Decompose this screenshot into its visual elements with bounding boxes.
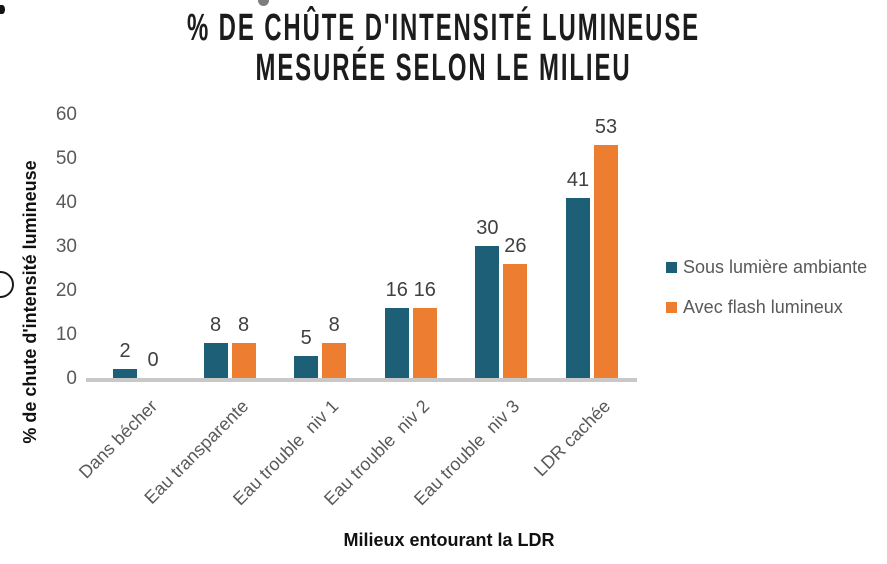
legend-swatch-avec-flash-lumineux: [666, 301, 677, 313]
chart-title: % DE CHÛTE D'INTENSITÉ LUMINEUSE MESURÉE…: [0, 8, 887, 88]
x-category-label: LDR cachée: [529, 396, 615, 481]
legend-item-sous-lumiere-ambiante: Sous lumière ambiante: [666, 256, 867, 278]
bar-avec-flash-lumineux-eau-trouble-niv-1: [322, 342, 347, 378]
bar-avec-flash-lumineux-eau-transparente: [231, 342, 256, 378]
legend-item-avec-flash-lumineux: Avec flash lumineux: [666, 296, 843, 318]
bar-value-label: 41: [566, 168, 590, 191]
bar-avec-flash-lumineux-ldr-cachee: [594, 144, 618, 378]
y-tick-label: 60: [55, 104, 77, 125]
x-category-label: Dans bécher: [74, 396, 162, 483]
bar-value-label: 8: [210, 313, 222, 336]
y-tick-label: 50: [55, 148, 77, 169]
y-tick-label: 0: [66, 368, 77, 389]
legend-swatch-sous-lumiere-ambiante: [666, 261, 677, 273]
bar-sous-lumiere-ambiante-eau-trouble-niv-2: [384, 307, 409, 378]
chart-title-line-1: % DE CHÛTE D'INTENSITÉ LUMINEUSE: [186, 7, 701, 49]
x-axis-title: Milieux entourant la LDR: [343, 530, 555, 550]
bar-value-label: 8: [238, 313, 250, 336]
cropped-artifact-dot: [258, 0, 269, 6]
y-tick-label: 40: [55, 192, 77, 213]
bar-value-label: 30: [476, 217, 499, 239]
bar-value-label: 0: [147, 349, 159, 371]
y-tick-label: 20: [55, 280, 77, 301]
y-tick-label: 30: [55, 236, 77, 257]
y-tick-label: 10: [55, 324, 77, 345]
bar-sous-lumiere-ambiante-eau-trouble-niv-3: [475, 246, 500, 378]
cropped-artifact-ring: [0, 271, 14, 298]
bar-sous-lumiere-ambiante-ldr-cachee: [566, 197, 590, 378]
bar-sous-lumiere-ambiante-dans-becher: [113, 369, 137, 378]
bar-avec-flash-lumineux-eau-trouble-niv-3: [503, 263, 528, 378]
bar-value-label: 16: [413, 278, 436, 301]
bar-value-label: 16: [385, 278, 408, 301]
bar-value-label: 8: [328, 313, 340, 336]
bar-value-label: 26: [504, 234, 527, 257]
bar-value-label: 53: [594, 115, 618, 138]
chart-title-line-2: MESURÉE SELON LE MILIEU: [255, 47, 632, 89]
bar-sous-lumiere-ambiante-eau-trouble-niv-1: [294, 356, 319, 378]
cropped-artifact-corner: [0, 5, 5, 14]
bar-sous-lumiere-ambiante-eau-transparente: [203, 342, 228, 378]
bar-value-label: 5: [300, 327, 312, 349]
legend-label: Avec flash lumineux: [683, 297, 843, 317]
x-axis-line: [86, 378, 637, 382]
legend-label: Sous lumière ambiante: [683, 257, 868, 277]
bar-value-label: 2: [119, 340, 131, 363]
bar-avec-flash-lumineux-eau-trouble-niv-2: [412, 307, 437, 378]
